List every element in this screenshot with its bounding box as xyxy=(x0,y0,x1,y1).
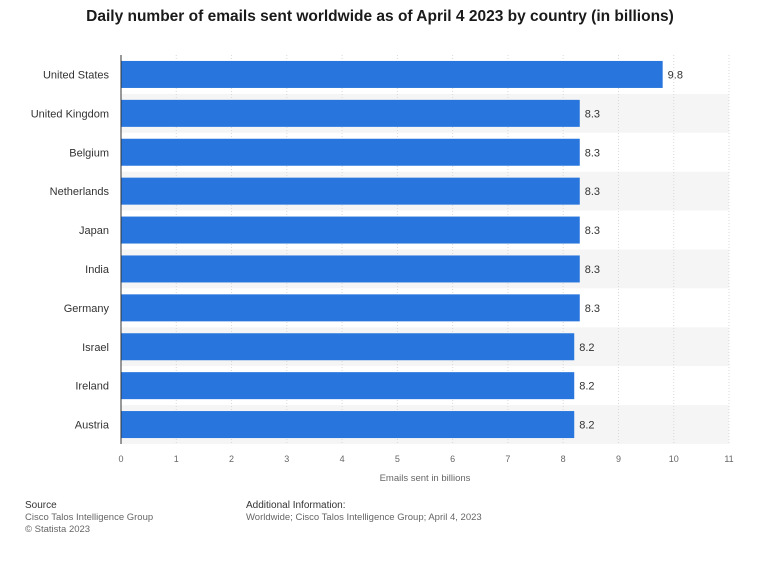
x-tick-label: 8 xyxy=(561,454,566,464)
value-label: 8.2 xyxy=(579,342,594,354)
x-tick-label: 10 xyxy=(669,454,679,464)
chart-title: Daily number of emails sent worldwide as… xyxy=(86,8,674,25)
bar xyxy=(121,333,575,361)
bar xyxy=(121,255,580,283)
category-label: Germany xyxy=(64,303,110,315)
category-label: United Kingdom xyxy=(31,108,109,120)
category-label: Japan xyxy=(79,225,109,237)
x-tick-label: 6 xyxy=(450,454,455,464)
additional-info-block: Additional Information: Worldwide; Cisco… xyxy=(246,500,482,524)
category-label: Belgium xyxy=(69,147,109,159)
bar xyxy=(121,60,663,88)
x-tick-label: 3 xyxy=(284,454,289,464)
value-label: 8.3 xyxy=(585,225,600,237)
x-tick-label: 9 xyxy=(616,454,621,464)
value-label: 8.2 xyxy=(579,381,594,393)
copyright[interactable]: © Statista 2023 xyxy=(25,524,91,535)
bar xyxy=(121,294,580,322)
source-heading: Source xyxy=(25,500,57,511)
x-tick-label: 11 xyxy=(724,454,733,464)
value-label: 9.8 xyxy=(668,69,683,81)
value-label: 8.3 xyxy=(585,186,600,198)
x-tick-label: 5 xyxy=(395,454,400,464)
value-label: 8.3 xyxy=(585,264,600,276)
value-label: 8.3 xyxy=(585,303,600,315)
info-heading: Additional Information: xyxy=(246,500,346,511)
bar xyxy=(121,138,580,166)
bar xyxy=(121,177,580,205)
bar xyxy=(121,99,580,127)
value-label: 8.3 xyxy=(585,108,600,120)
value-label: 8.2 xyxy=(579,420,594,432)
category-label: Netherlands xyxy=(50,186,110,198)
source-name[interactable]: Cisco Talos Intelligence Group xyxy=(25,512,154,523)
x-tick-label: 0 xyxy=(118,454,123,464)
x-tick-label: 2 xyxy=(229,454,234,464)
x-tick-label: 1 xyxy=(174,454,179,464)
x-tick-label: 4 xyxy=(340,454,345,464)
category-label: United States xyxy=(43,69,110,81)
bar xyxy=(121,372,575,400)
value-label: 8.3 xyxy=(585,147,600,159)
x-tick-label: 7 xyxy=(505,454,510,464)
bar xyxy=(121,216,580,244)
source-block: Source Cisco Talos Intelligence Group © … xyxy=(25,500,153,536)
category-label: Ireland xyxy=(75,381,109,393)
category-label: Austria xyxy=(75,420,110,432)
bar xyxy=(121,411,575,439)
x-axis-title: Emails sent in billions xyxy=(380,473,471,484)
category-label: India xyxy=(85,264,110,276)
info-text: Worldwide; Cisco Talos Intelligence Grou… xyxy=(246,512,482,523)
category-label: Israel xyxy=(82,342,109,354)
